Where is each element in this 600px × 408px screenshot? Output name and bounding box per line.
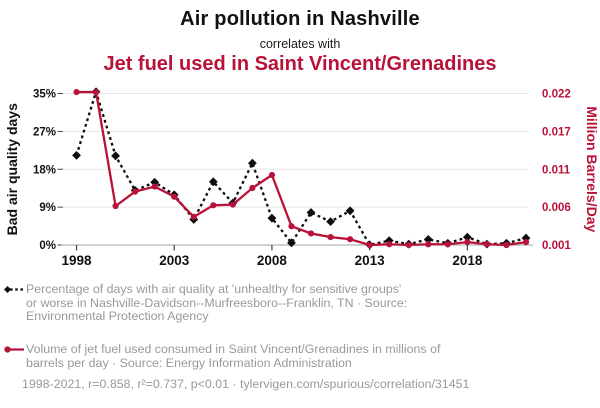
- jet-fuel-data-point: [347, 236, 354, 243]
- jet-fuel-data-point: [464, 239, 471, 246]
- right-axis-tick-label: 0.011: [542, 164, 571, 176]
- chart-area: 0% 0.001 9% 0.006 18% 0.011 27% 0.017 35% 0.022 19…: [0, 82, 600, 282]
- left-axis-tick-label: 35%: [33, 89, 56, 101]
- jet-fuel-series-line: [76, 90, 527, 247]
- jet-fuel-data-point: [229, 201, 236, 208]
- dotted-diamond-series-icon: [4, 286, 24, 293]
- air-quality-data-point: [267, 213, 277, 223]
- jet-fuel-data-point: [210, 202, 217, 209]
- x-axis-tick-label: 2003: [159, 253, 190, 268]
- jet-fuel-data-point: [366, 241, 373, 249]
- jet-fuel-data-point: [386, 241, 393, 248]
- solid-dot-series-icon: [4, 346, 24, 353]
- jet-fuel-data-point: [503, 241, 510, 249]
- jet-fuel-data-point: [288, 223, 295, 230]
- right-axis-title: Million Barrels/Day: [584, 106, 600, 232]
- left-axis-tick-label: 18%: [33, 164, 56, 176]
- left-axis-title: Bad air quality days: [4, 103, 20, 235]
- jet-fuel-data-point: [327, 233, 334, 241]
- left-axis-tick-label: 0%: [39, 240, 56, 252]
- air-quality-data-point: [521, 233, 531, 243]
- x-axis-tick-label: 2008: [257, 253, 288, 268]
- x-axis-tick-label: 2018: [452, 253, 483, 268]
- legend-item-jet-fuel: Volume of jet fuel used consumed in Sain…: [0, 342, 592, 370]
- jet-fuel-data-point: [132, 188, 139, 195]
- jet-fuel-data-point: [405, 241, 412, 249]
- right-axis-tick-label: 0.001: [542, 240, 571, 252]
- jet-fuel-legend-text: Volume of jet fuel used consumed in Sain…: [26, 342, 441, 370]
- jet-fuel-data-point: [73, 88, 80, 96]
- stats-citation-text: 1998-2021, r=0.858, r²=0.737, p<0.01 · t…: [22, 377, 470, 391]
- air-quality-data-point: [462, 232, 472, 242]
- secondary-chart-title: Jet fuel used in Saint Vincent/Grenadine…: [103, 53, 497, 75]
- legend-item-air-quality: Percentage of days with air quality at '…: [0, 282, 592, 324]
- air-quality-series-line: [75, 87, 527, 247]
- air-quality-legend-text: Percentage of days with air quality at '…: [26, 282, 408, 324]
- jet-fuel-data-point: [151, 183, 158, 190]
- jet-fuel-data-point: [171, 193, 178, 200]
- chart-figure: 0% 0.001 9% 0.006 18% 0.011 27% 0.017 35% 0.022 19…: [4, 87, 600, 268]
- chart-title: Air pollution in Nashville: [180, 8, 420, 30]
- correlates-with-subtitle: correlates with: [259, 37, 341, 51]
- air-quality-data-point: [208, 177, 218, 187]
- jet-fuel-data-point: [268, 171, 276, 179]
- jet-fuel-data-point: [92, 88, 100, 96]
- x-axis-tick-label: 2013: [355, 253, 386, 268]
- air-quality-data-point: [111, 151, 120, 161]
- jet-fuel-data-point: [444, 241, 451, 248]
- air-quality-data-point: [345, 206, 355, 216]
- left-axis-tick-label: 27%: [33, 126, 56, 138]
- left-axis-tick-label: 9%: [39, 202, 56, 214]
- air-quality-data-point: [306, 208, 316, 217]
- air-quality-data-point: [326, 217, 335, 227]
- jet-fuel-data-point: [425, 241, 432, 248]
- air-quality-data-point: [287, 238, 296, 248]
- right-axis-tick-label: 0.017: [542, 126, 571, 138]
- x-axis-tick-label: 1998: [61, 253, 92, 268]
- air-quality-data-point: [423, 234, 433, 244]
- right-axis-tick-label: 0.006: [542, 202, 571, 214]
- jet-fuel-data-point: [190, 213, 197, 220]
- jet-fuel-data-point: [112, 202, 119, 210]
- right-axis-tick-label: 0.022: [542, 89, 571, 101]
- air-quality-data-point: [72, 150, 81, 160]
- jet-fuel-data-point: [249, 184, 256, 192]
- jet-fuel-data-point: [522, 239, 530, 246]
- air-quality-data-point: [247, 158, 257, 168]
- jet-fuel-data-point: [483, 241, 491, 248]
- jet-fuel-data-point: [307, 230, 315, 237]
